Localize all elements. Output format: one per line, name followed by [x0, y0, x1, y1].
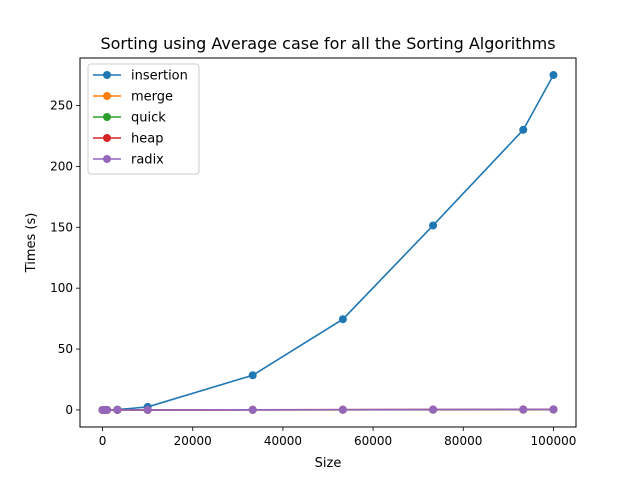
legend-marker [103, 113, 111, 121]
legend-item-radix: radix [93, 153, 164, 168]
data-point-insertion [338, 315, 347, 324]
data-point-insertion [429, 221, 438, 230]
legend-marker [103, 155, 111, 163]
legend-item-heap: heap [93, 132, 163, 147]
data-point-radix [248, 405, 257, 414]
data-point-insertion [519, 125, 528, 134]
legend-label: radix [131, 153, 164, 168]
legend-item-quick: quick [93, 111, 166, 126]
data-point-radix [429, 405, 438, 414]
data-point-radix [338, 405, 347, 414]
data-point-radix [519, 405, 528, 414]
x-axis-label: Size [315, 456, 342, 471]
y-tick-label: 200 [50, 159, 73, 173]
x-tick-label: 100000 [531, 434, 577, 448]
x-tick-label: 60000 [354, 434, 392, 448]
y-axis-label: Times (s) [24, 213, 39, 274]
data-point-radix [143, 405, 152, 414]
y-axis: 0 50 100 150 200 250 [50, 98, 80, 417]
legend-label: heap [131, 132, 163, 147]
data-point-radix [549, 405, 558, 414]
data-point-radix [113, 405, 122, 414]
legend-label: insertion [131, 69, 188, 84]
x-axis: 0 20000 40000 60000 80000 100000 [99, 427, 577, 448]
series-line-radix [102, 408, 554, 411]
legend-item-merge: merge [93, 90, 173, 105]
legend-marker [103, 134, 111, 142]
legend-label: merge [131, 90, 173, 105]
y-tick-label: 50 [58, 342, 73, 356]
y-tick-label: 250 [50, 98, 73, 112]
y-tick-label: 150 [50, 220, 73, 234]
data-point-insertion [248, 371, 257, 380]
legend-label: quick [131, 111, 166, 126]
legend-marker [103, 92, 111, 100]
x-tick-label: 40000 [264, 434, 302, 448]
x-tick-label: 0 [99, 434, 107, 448]
data-point-insertion [549, 71, 558, 80]
x-tick-label: 80000 [444, 434, 482, 448]
series-radix [98, 405, 558, 414]
y-tick-label: 100 [50, 281, 73, 295]
legend-box [87, 63, 200, 175]
chart-title: Sorting using Average case for all the S… [100, 34, 555, 53]
legend-marker [103, 71, 111, 79]
data-point-radix [103, 405, 112, 414]
x-tick-label: 20000 [174, 434, 212, 448]
legend-item-insertion: insertion [93, 69, 188, 84]
y-tick-label: 0 [65, 403, 73, 417]
legend: insertion merge quick heap radix [87, 63, 200, 175]
series-layer [98, 71, 558, 414]
plot-frame [79, 57, 577, 428]
